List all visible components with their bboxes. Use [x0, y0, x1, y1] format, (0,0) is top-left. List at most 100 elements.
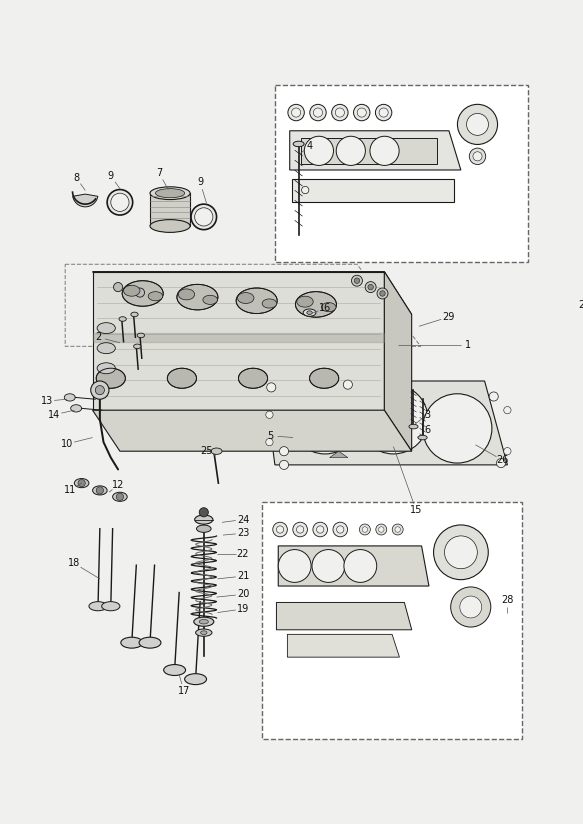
Ellipse shape	[185, 674, 206, 685]
Ellipse shape	[195, 515, 213, 524]
Circle shape	[353, 105, 370, 121]
Ellipse shape	[238, 368, 268, 388]
Circle shape	[279, 447, 289, 456]
Ellipse shape	[96, 368, 125, 388]
Ellipse shape	[196, 525, 211, 532]
Ellipse shape	[310, 368, 339, 388]
Circle shape	[107, 190, 133, 215]
Polygon shape	[287, 634, 399, 658]
Ellipse shape	[124, 285, 140, 296]
Polygon shape	[301, 138, 437, 164]
Circle shape	[458, 105, 497, 144]
Circle shape	[434, 525, 489, 579]
Ellipse shape	[199, 620, 208, 624]
Circle shape	[365, 282, 376, 293]
Text: 28: 28	[501, 595, 514, 605]
Ellipse shape	[418, 435, 427, 440]
Text: 16: 16	[319, 303, 331, 313]
Text: 4: 4	[307, 141, 312, 151]
Polygon shape	[276, 602, 412, 630]
Circle shape	[266, 383, 276, 392]
Ellipse shape	[262, 299, 277, 308]
Circle shape	[304, 136, 333, 166]
Circle shape	[473, 152, 482, 161]
Circle shape	[352, 275, 363, 286]
Ellipse shape	[64, 394, 75, 401]
Ellipse shape	[167, 368, 196, 388]
Circle shape	[116, 493, 124, 500]
Ellipse shape	[131, 312, 138, 316]
Polygon shape	[384, 272, 412, 452]
Ellipse shape	[409, 424, 418, 428]
Text: 24: 24	[237, 514, 249, 525]
Circle shape	[504, 406, 511, 414]
Text: 22: 22	[237, 550, 250, 559]
Circle shape	[313, 522, 328, 536]
Circle shape	[293, 522, 307, 536]
Ellipse shape	[195, 629, 212, 636]
Ellipse shape	[164, 664, 185, 676]
Ellipse shape	[89, 602, 107, 611]
Circle shape	[489, 392, 498, 401]
Ellipse shape	[97, 323, 115, 334]
Circle shape	[336, 526, 344, 533]
Ellipse shape	[119, 316, 127, 321]
Ellipse shape	[321, 302, 336, 311]
Text: 19: 19	[237, 604, 249, 614]
Circle shape	[333, 522, 347, 536]
Circle shape	[357, 108, 366, 117]
Text: 13: 13	[41, 396, 53, 406]
Circle shape	[451, 587, 491, 627]
Wedge shape	[73, 194, 98, 207]
Ellipse shape	[122, 281, 163, 307]
Ellipse shape	[139, 637, 161, 648]
Circle shape	[310, 105, 326, 121]
Circle shape	[354, 278, 360, 283]
Ellipse shape	[177, 284, 218, 310]
Circle shape	[195, 208, 213, 226]
Ellipse shape	[178, 289, 195, 300]
Ellipse shape	[121, 637, 143, 648]
Circle shape	[273, 522, 287, 536]
Ellipse shape	[236, 288, 277, 314]
Circle shape	[288, 105, 304, 121]
Ellipse shape	[307, 311, 312, 315]
Circle shape	[276, 526, 284, 533]
Polygon shape	[93, 333, 384, 342]
Circle shape	[444, 536, 477, 569]
Circle shape	[423, 394, 492, 463]
Text: 9: 9	[108, 171, 114, 180]
Text: 8: 8	[73, 173, 79, 183]
Ellipse shape	[97, 363, 115, 374]
Circle shape	[317, 526, 324, 533]
Text: 27: 27	[579, 300, 583, 311]
Circle shape	[91, 381, 109, 400]
Circle shape	[375, 105, 392, 121]
Text: 20: 20	[237, 589, 249, 599]
Ellipse shape	[203, 295, 217, 304]
Text: 14: 14	[48, 410, 61, 419]
Text: 12: 12	[112, 480, 124, 490]
Polygon shape	[278, 546, 429, 586]
Circle shape	[111, 193, 129, 212]
Circle shape	[460, 596, 482, 618]
Circle shape	[343, 380, 352, 389]
Text: 7: 7	[156, 168, 162, 178]
Ellipse shape	[297, 296, 313, 307]
Circle shape	[368, 284, 373, 290]
Circle shape	[266, 438, 273, 446]
Circle shape	[378, 527, 384, 532]
Circle shape	[380, 291, 385, 296]
Circle shape	[114, 283, 122, 292]
Text: 3: 3	[424, 410, 430, 419]
Circle shape	[359, 524, 370, 535]
Polygon shape	[292, 179, 454, 202]
Bar	[150, 193, 190, 226]
Bar	[262, 502, 522, 739]
Text: 26: 26	[497, 456, 509, 466]
Circle shape	[314, 108, 322, 117]
Bar	[275, 85, 528, 262]
Text: 6: 6	[424, 425, 430, 435]
Circle shape	[469, 148, 486, 165]
Ellipse shape	[293, 141, 304, 147]
